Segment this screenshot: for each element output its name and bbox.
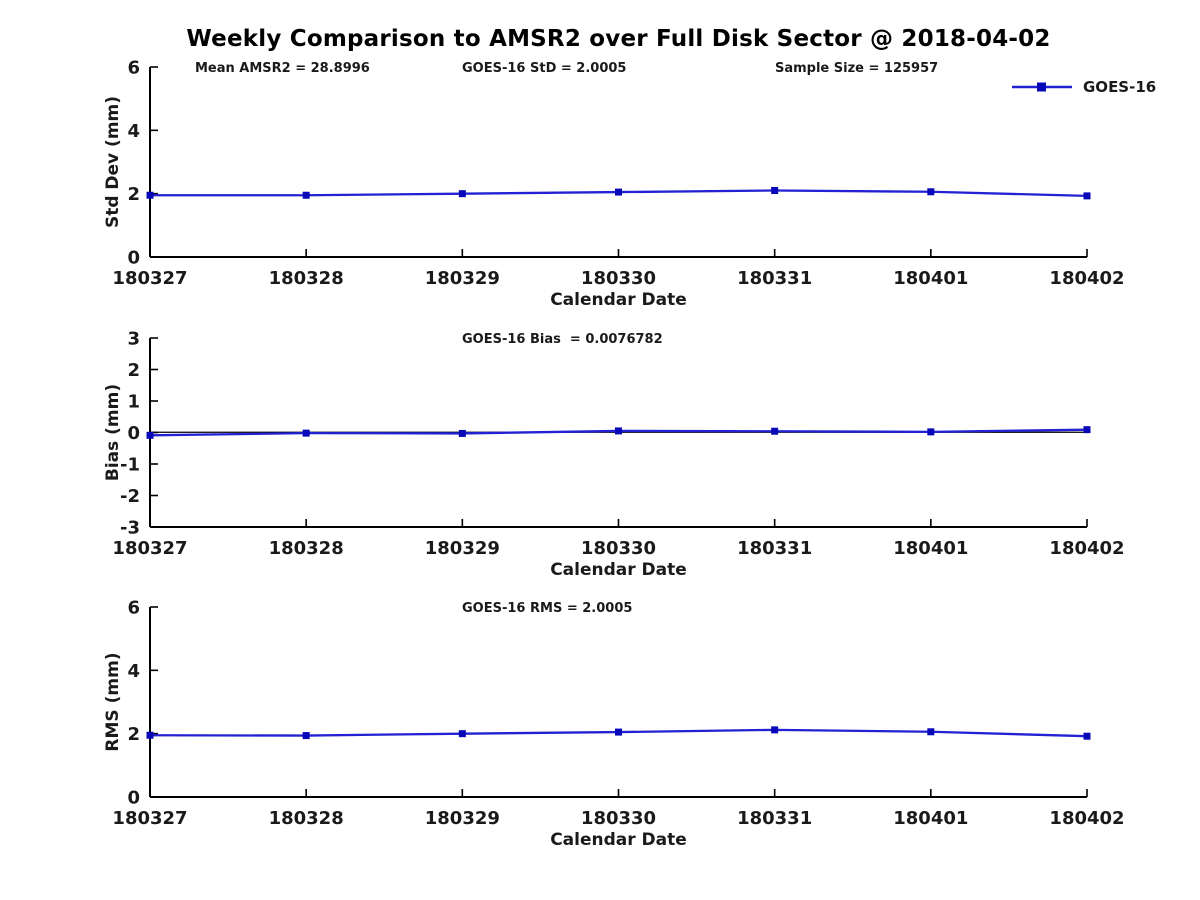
x-tick-label: 180402: [1049, 808, 1124, 829]
legend-marker-icon: [1037, 82, 1046, 92]
data-point-marker: [302, 429, 310, 437]
x-tick-label: 180331: [737, 268, 812, 289]
y-tick-label: 0: [127, 247, 140, 268]
data-point-marker: [302, 191, 310, 199]
chart-annotation: Sample Size = 125957: [775, 61, 938, 76]
x-tick-label: 180329: [425, 808, 500, 829]
data-point-marker: [771, 427, 779, 435]
x-tick-label: 180401: [893, 808, 968, 829]
y-tick-label: 2: [127, 184, 140, 205]
y-tick-label: 4: [127, 121, 140, 142]
x-tick-label: 180329: [425, 268, 500, 289]
data-point-marker: [927, 428, 935, 436]
y-tick-label: 6: [127, 57, 140, 78]
y-tick-label: -1: [120, 454, 140, 475]
x-axis-label: Calendar Date: [550, 560, 687, 580]
chart-std-dev: 0 2 4 6 180327 180328 180329 180330 180331 180401…: [103, 57, 1125, 310]
data-point-marker: [1083, 192, 1091, 200]
y-tick-label: 2: [127, 724, 140, 745]
data-point-marker: [615, 188, 622, 196]
legend-label: GOES-16: [1083, 78, 1157, 96]
data-point-marker: [146, 191, 154, 199]
x-tick-label: 180330: [581, 268, 656, 289]
y-tick-label: 0: [127, 787, 140, 808]
x-tick-label: 180402: [1049, 538, 1124, 559]
data-point-marker: [1083, 426, 1091, 434]
data-point-marker: [927, 188, 935, 196]
chart-rms: 0 2 4 6 180327 180328 180329 180330 180331 180401…: [103, 597, 1125, 850]
data-point-marker: [771, 726, 779, 734]
x-tick-label: 180329: [425, 538, 500, 559]
y-tick-label: 6: [127, 597, 140, 618]
x-tick-label: 180330: [581, 808, 656, 829]
x-tick-label: 180328: [269, 268, 344, 289]
x-tick-label: 180327: [112, 538, 187, 559]
y-tick-label: 2: [127, 360, 140, 381]
x-axis-label: Calendar Date: [550, 830, 687, 850]
legend: GOES-16: [1010, 78, 1156, 96]
y-tick-label: -2: [120, 486, 140, 507]
chart-annotation: GOES-16 StD = 2.0005: [462, 61, 626, 76]
y-tick-label: -3: [120, 517, 140, 538]
chart-annotation: GOES-16 Bias = 0.0076782: [462, 332, 663, 347]
data-point-marker: [146, 431, 154, 439]
data-point-marker: [771, 187, 779, 194]
x-tick-label: 180330: [581, 538, 656, 559]
x-tick-label: 180331: [737, 808, 812, 829]
data-point-marker: [615, 427, 622, 435]
chart-annotation: GOES-16 RMS = 2.0005: [462, 601, 632, 616]
x-tick-label: 180331: [737, 538, 812, 559]
data-point-marker: [458, 190, 466, 198]
chart-title: Weekly Comparison to AMSR2 over Full Dis…: [186, 26, 1051, 52]
data-point-marker: [146, 731, 154, 739]
x-axis-label: Calendar Date: [550, 290, 687, 310]
x-tick-label: 180327: [112, 268, 187, 289]
y-axis-label: RMS (mm): [103, 652, 123, 751]
x-tick-label: 180327: [112, 808, 187, 829]
data-point-marker: [1083, 732, 1091, 740]
data-point-marker: [927, 728, 935, 736]
y-tick-label: 4: [127, 661, 140, 682]
y-axis-label: Std Dev (mm): [103, 96, 123, 228]
x-tick-label: 180328: [269, 808, 344, 829]
data-point-marker: [615, 728, 622, 736]
data-point-marker: [458, 429, 466, 437]
legend-line-icon: [1012, 82, 1072, 92]
chart-annotation: Mean AMSR2 = 28.8996: [195, 61, 370, 76]
data-point-marker: [302, 732, 310, 740]
x-tick-label: 180402: [1049, 268, 1124, 289]
x-tick-label: 180328: [269, 538, 344, 559]
x-tick-label: 180401: [893, 538, 968, 559]
x-tick-label: 180401: [893, 268, 968, 289]
y-axis-label: Bias (mm): [103, 384, 123, 481]
y-tick-label: 0: [127, 423, 140, 444]
y-tick-label: 3: [127, 328, 140, 349]
y-tick-label: 1: [127, 391, 140, 412]
data-point-marker: [458, 730, 466, 738]
